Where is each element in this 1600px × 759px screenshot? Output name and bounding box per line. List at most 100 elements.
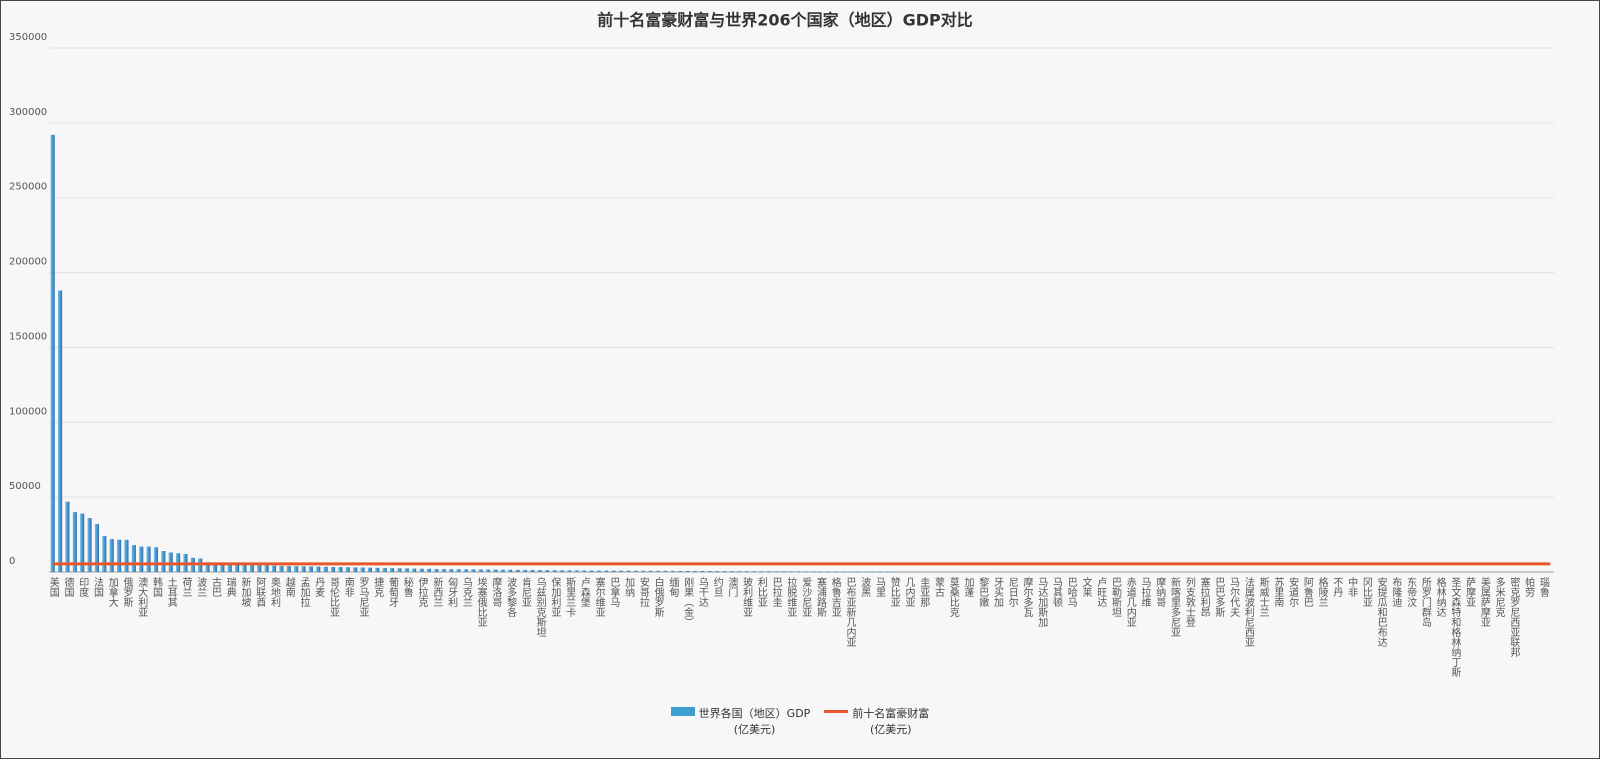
bar: [714, 571, 719, 572]
x-tick-label: 丹麦: [313, 577, 325, 598]
bar: [426, 568, 432, 572]
bar: [80, 513, 85, 572]
bar: [611, 570, 616, 572]
bar: [124, 539, 129, 572]
x-tick-label: 莫桑比克: [947, 577, 959, 618]
bar: [655, 570, 660, 572]
x-tick-label: 土耳其: [165, 576, 177, 608]
bar: [530, 569, 535, 572]
bar: [456, 569, 461, 572]
bar: [729, 571, 734, 572]
x-tick-label: 马尔代夫: [1228, 577, 1240, 618]
x-tick-label: 巴拿马: [608, 577, 620, 608]
bar: [87, 518, 92, 572]
bar: [471, 569, 476, 572]
x-tick-label: 波兰: [195, 576, 207, 597]
bar: [94, 524, 100, 572]
x-tick-label: 哥伦比亚: [328, 577, 340, 617]
bar: [522, 569, 527, 572]
y-tick-label: 100000: [9, 406, 47, 417]
y-tick-label: 250000: [9, 182, 47, 193]
legend-label: 世界各国（地区）GDP (亿美元): [698, 707, 811, 736]
x-tick-label: 巴巴多斯: [1213, 577, 1225, 618]
bar: [294, 566, 299, 572]
bar: [810, 571, 815, 572]
bar: [596, 570, 601, 572]
bar: [788, 571, 793, 572]
bar: [330, 566, 336, 572]
x-tick-label: 格鲁吉亚: [829, 576, 841, 617]
bar: [581, 570, 586, 572]
chart: 前十名富豪财富与世界206个国家（地区）GDP对比 0 50000 100000 15…: [9, 11, 1554, 678]
x-tick-label: 新喀里多尼亚: [1169, 576, 1181, 637]
x-tick-label: 塞拉利昂: [1198, 576, 1210, 617]
bar: [662, 570, 668, 572]
x-tick-label: 白俄罗斯: [652, 576, 664, 618]
y-tick-label: 300000: [9, 107, 47, 118]
x-tick-label: 波黑: [859, 576, 871, 598]
bar: [389, 568, 395, 572]
bar: [131, 545, 136, 572]
bar: [544, 570, 550, 572]
x-tick-label: 阿鲁巴: [1301, 577, 1313, 607]
bar: [271, 565, 277, 572]
x-tick-label: 乌兹别克斯坦: [534, 576, 546, 637]
x-tick-label: 多米尼克: [1493, 576, 1505, 618]
bar: [515, 569, 520, 572]
x-tick-label: 新加坡: [239, 576, 251, 608]
x-tick-label: 布隆迪: [1390, 577, 1402, 608]
bar: [862, 571, 867, 572]
x-tick-label: 奥地利: [269, 576, 281, 607]
x-tick-label: 蒙古: [932, 576, 944, 598]
x-tick-label: 巴勒斯坦: [1110, 577, 1122, 617]
y-tick-label: 350000: [9, 32, 47, 43]
x-tick-label: 尼日尔: [1006, 577, 1018, 607]
x-tick-label: 列支敦士登: [1183, 576, 1195, 627]
x-tick-label: 所罗门群岛: [1419, 577, 1431, 628]
legend-item[interactable]: 前十名富豪财富 (亿美元): [824, 705, 929, 737]
x-tick-label: 利比亚: [755, 577, 767, 607]
bar: [404, 568, 409, 572]
bar: [803, 571, 808, 572]
bar: [367, 567, 372, 572]
x-tick-label: 苏里南: [1272, 576, 1284, 607]
x-tick-label: 孟加拉: [298, 577, 310, 608]
bar: [316, 566, 321, 572]
bar: [574, 570, 579, 572]
x-tick-label: 波多黎各: [505, 576, 517, 618]
x-tick-label: 南非: [342, 576, 354, 598]
bar: [161, 551, 166, 572]
x-tick-label: 肯尼亚: [519, 576, 531, 607]
x-tick-label: 越南: [283, 576, 295, 597]
bar: [508, 569, 513, 572]
y-tick-label: 150000: [9, 331, 47, 342]
bar: [58, 290, 63, 572]
x-tick-label: 印度: [77, 577, 89, 598]
bar: [220, 563, 225, 572]
x-tick-label: 匈牙利: [446, 576, 458, 607]
bar: [382, 567, 387, 572]
x-tick-label: 爱沙尼亚: [800, 576, 812, 617]
bar: [603, 570, 609, 572]
x-tick-label: 黎巴嫩: [977, 576, 989, 608]
bar: [249, 565, 254, 572]
x-tick-label: 摩尔多瓦: [1021, 576, 1033, 617]
legend-item[interactable]: 世界各国（地区）GDP (亿美元): [670, 705, 811, 737]
bar: [559, 570, 564, 572]
x-tick-label: 加蓬: [962, 577, 974, 598]
x-tick-label: 阿联酋: [254, 577, 266, 608]
x-tick-label: 埃塞俄比亚: [475, 576, 487, 627]
x-tick-label: 巴拉圭: [770, 577, 782, 607]
y-tick-label: 50000: [9, 481, 41, 492]
x-tick-label: 捷克: [372, 576, 384, 598]
x-tick-label: 中非: [1346, 576, 1358, 598]
bar: [699, 570, 704, 572]
x-tick-label: 摩纳哥: [1154, 576, 1166, 607]
bar: [847, 571, 852, 572]
bar: [773, 571, 778, 572]
bar: [537, 570, 542, 572]
x-tick-label: 密克罗尼西亚联邦: [1508, 576, 1520, 658]
bar: [618, 570, 623, 572]
bar: [744, 571, 749, 572]
x-tick-label: 缅甸: [667, 576, 679, 598]
